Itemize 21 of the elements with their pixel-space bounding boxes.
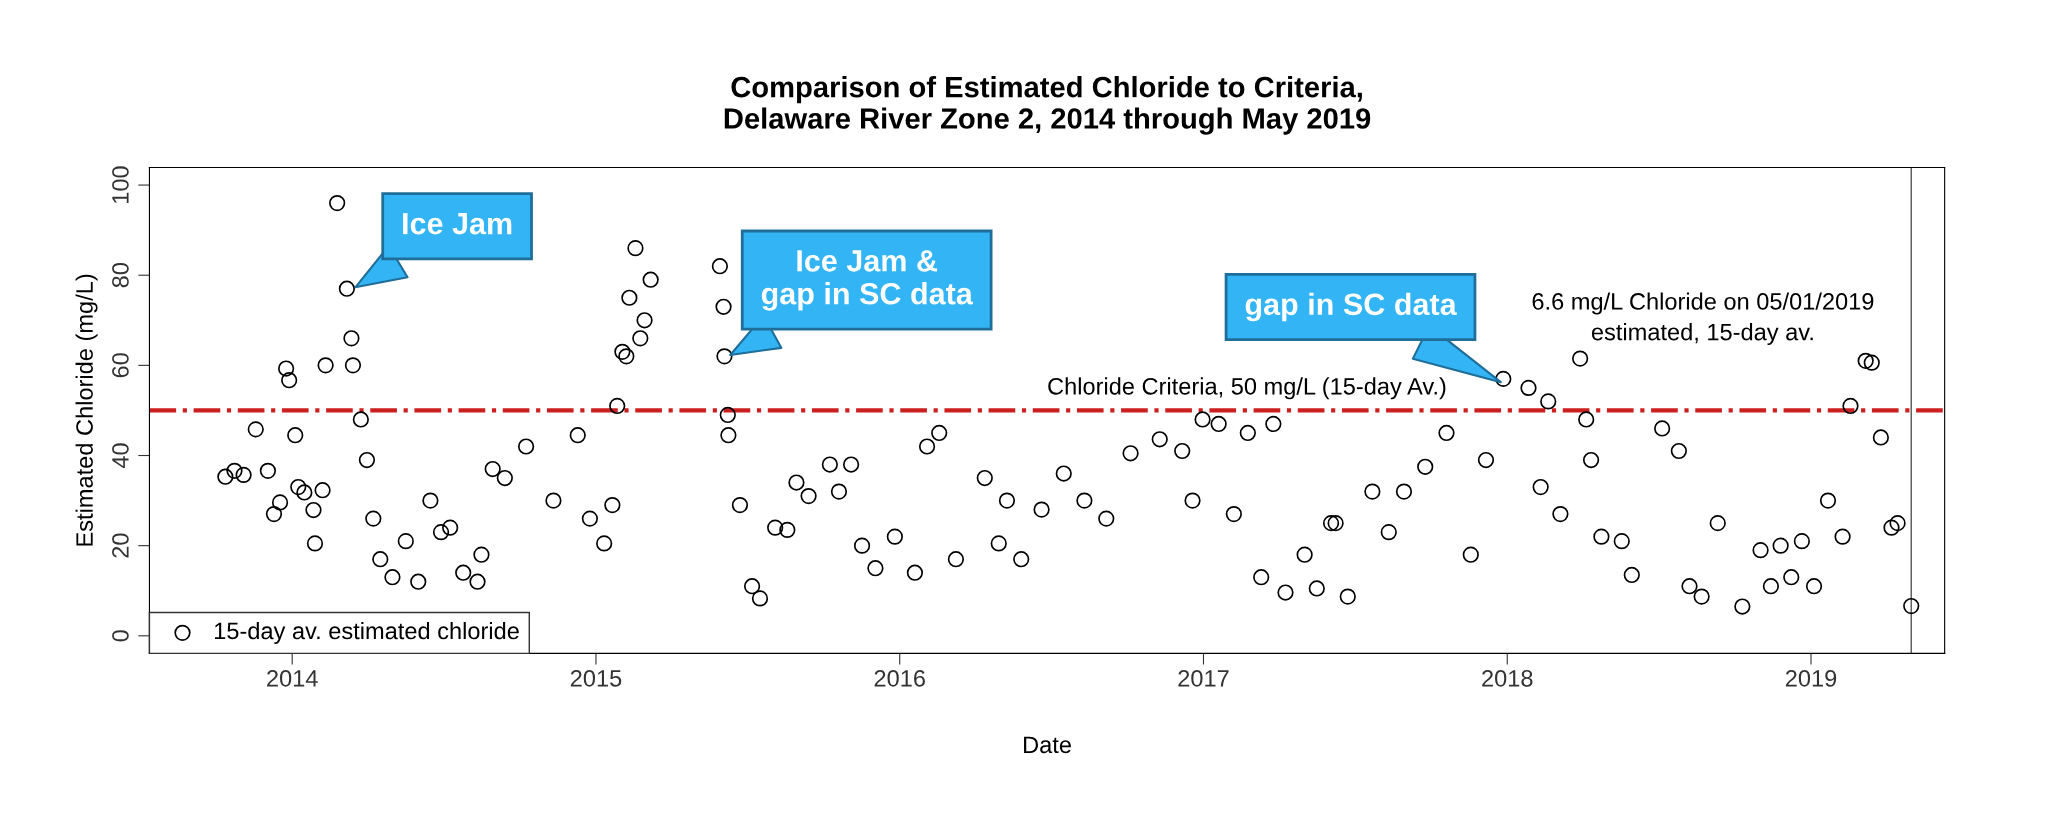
y-tick-label: 40 [112,443,129,469]
ref-line-label: Chloride Criteria, 50 mg/L (15-day Av.) [1048,377,1446,400]
x-tick-label: 2017 [1178,670,1229,687]
legend-label: 15-day av. estimated chloride [214,621,519,644]
ref-line-label: 6.6 mg/L Chloride on 05/01/2019 estimated, 15-day av. [1532,292,1874,346]
x-tick-label: 2014 [267,670,318,687]
x-tick-label: 2018 [1482,670,1533,687]
annotation: Ice Jam [403,213,512,235]
chart-title: Comparison of Estimated Chloride to Criteria, Delaware River Zone 2, 2014 through May 2019 [724,76,1371,135]
x-tick-label: 2015 [570,670,622,687]
annotation: Ice Jam & gap in SC data [761,250,973,311]
annotation: gap in SC data [1245,292,1457,322]
x-tick-label: 2019 [1785,670,1837,687]
y-tick-label: 60 [112,353,129,378]
x-axis-title: Date [1024,736,1071,754]
x-tick-label: 2016 [874,670,925,687]
y-tick-label: 100 [112,166,129,203]
y-tick-label: 80 [112,263,129,288]
y-axis-title: Estimated Chloride (mg/L) [75,274,98,546]
y-tick-label: 20 [112,533,129,558]
y-tick-label: 0 [112,630,129,642]
